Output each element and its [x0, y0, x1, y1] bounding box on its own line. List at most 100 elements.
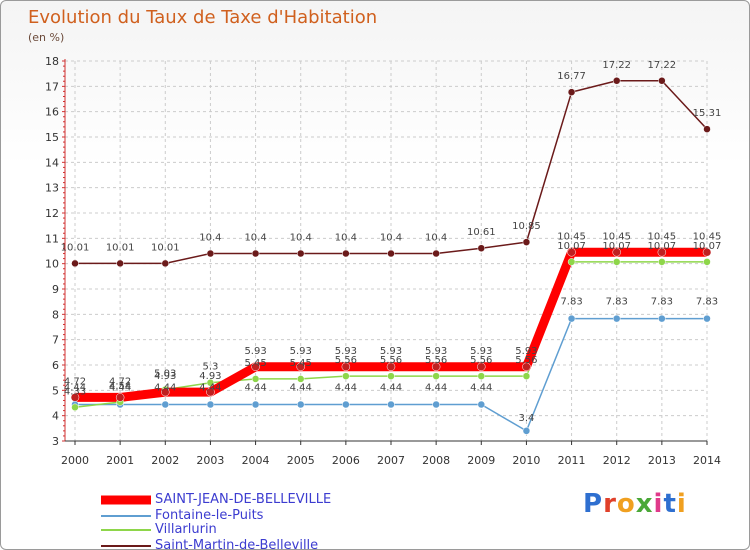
data-point — [296, 400, 305, 409]
data-point — [342, 249, 350, 258]
x-tick-label: 2009 — [467, 454, 495, 467]
data-point — [387, 400, 395, 409]
y-tick-label: 5 — [52, 384, 59, 397]
data-point — [703, 125, 711, 133]
y-tick-label: 14 — [45, 156, 59, 169]
data-label: 10.07 — [648, 241, 677, 252]
data-point — [657, 248, 667, 257]
data-label: 10.45 — [557, 231, 586, 242]
data-point — [251, 375, 260, 383]
data-label: 10.07 — [693, 241, 722, 252]
logo-letter: i — [653, 489, 664, 519]
data-label: 4.44 — [244, 383, 266, 394]
x-tick-label: 2001 — [106, 454, 134, 467]
data-point — [206, 378, 215, 387]
legend-entry-label: Saint-Martin-de-Belleville — [155, 538, 319, 550]
data-point — [387, 372, 395, 380]
data-label: 16.77 — [557, 71, 586, 82]
y-tick-label: 3 — [52, 435, 59, 448]
data-label: 17.22 — [648, 60, 677, 71]
data-label: 4.44 — [335, 383, 357, 394]
y-tick-label: 13 — [45, 182, 59, 195]
data-label: 4.44 — [64, 383, 86, 394]
data-label: 10.07 — [602, 241, 631, 252]
data-point — [206, 387, 215, 397]
proxiti-logo: Proxiti — [583, 489, 687, 519]
data-point — [612, 314, 621, 323]
data-label: 10.45 — [693, 231, 722, 242]
data-point — [567, 248, 576, 257]
data-label: 10.01 — [106, 242, 135, 253]
data-point — [251, 249, 260, 258]
y-tick-label: 6 — [52, 359, 59, 372]
data-label: 5.03 — [154, 369, 176, 380]
data-point — [342, 372, 350, 380]
x-tick-label: 2010 — [512, 454, 540, 467]
data-label: 10.4 — [425, 233, 447, 244]
data-point — [522, 427, 531, 435]
data-label: 10.4 — [290, 233, 312, 244]
data-point — [567, 314, 576, 323]
data-point — [432, 249, 440, 258]
data-point — [522, 372, 531, 380]
data-label: 5.56 — [335, 355, 357, 366]
data-point — [161, 400, 170, 409]
data-point — [387, 249, 395, 258]
data-point — [251, 362, 260, 372]
y-tick-label: 8 — [52, 308, 59, 321]
data-point — [341, 362, 351, 372]
data-label: 5.93 — [425, 346, 447, 357]
data-point — [522, 238, 531, 246]
x-tick-label: 2008 — [422, 454, 450, 467]
x-tick-label: 2007 — [377, 454, 405, 467]
data-label: 15.31 — [693, 108, 722, 119]
data-point — [296, 249, 305, 258]
data-label: 4.44 — [154, 383, 176, 394]
data-label: 5.56 — [380, 355, 402, 366]
data-point — [567, 258, 576, 266]
data-point — [115, 393, 125, 402]
data-point — [206, 400, 215, 409]
axes — [62, 59, 708, 445]
data-labels: 4.72 4.72 4.93 4.93 5.93 5.93 5.93 5.93 5.93 5.93… — [61, 60, 722, 424]
x-tick-label: 2003 — [196, 454, 224, 467]
data-point — [116, 259, 124, 268]
data-label: 5.45 — [290, 358, 312, 369]
data-label: 3.4 — [518, 413, 534, 424]
logo-letter: P — [583, 489, 604, 519]
y-tick-label: 17 — [45, 80, 59, 93]
data-label: 10.01 — [61, 242, 90, 253]
data-label: 5.93 — [380, 346, 402, 357]
data-point — [703, 314, 711, 323]
data-label: 4.93 — [199, 371, 221, 382]
x-tick-label: 2014 — [693, 454, 721, 467]
data-label: 7.83 — [696, 297, 718, 308]
data-point — [522, 362, 531, 372]
data-point — [477, 244, 486, 252]
data-label: 5.93 — [515, 346, 537, 357]
data-label: 10.4 — [335, 233, 357, 244]
data-label: 7.83 — [560, 297, 582, 308]
data-label: 4.44 — [470, 383, 492, 394]
data-point — [342, 400, 350, 409]
data-point — [432, 400, 440, 409]
x-tick-label: 2011 — [558, 454, 586, 467]
data-label: 5.93 — [244, 346, 266, 357]
data-label: 10.45 — [602, 231, 631, 242]
data-label: 5.3 — [202, 362, 218, 373]
data-label: 4.72 — [64, 376, 86, 387]
data-point — [206, 249, 215, 258]
data-point — [296, 362, 305, 372]
data-label: 4.44 — [290, 383, 312, 394]
data-label: 10.4 — [380, 233, 402, 244]
chart-subtitle: (en %) — [28, 31, 65, 44]
data-label: 10.85 — [512, 221, 541, 232]
y-tick-label: 12 — [45, 207, 59, 220]
data-point — [703, 258, 711, 266]
series-points — [70, 77, 712, 435]
data-label: 5.45 — [244, 358, 266, 369]
data-point — [161, 387, 170, 397]
data-point — [296, 375, 305, 383]
data-point — [567, 88, 576, 96]
